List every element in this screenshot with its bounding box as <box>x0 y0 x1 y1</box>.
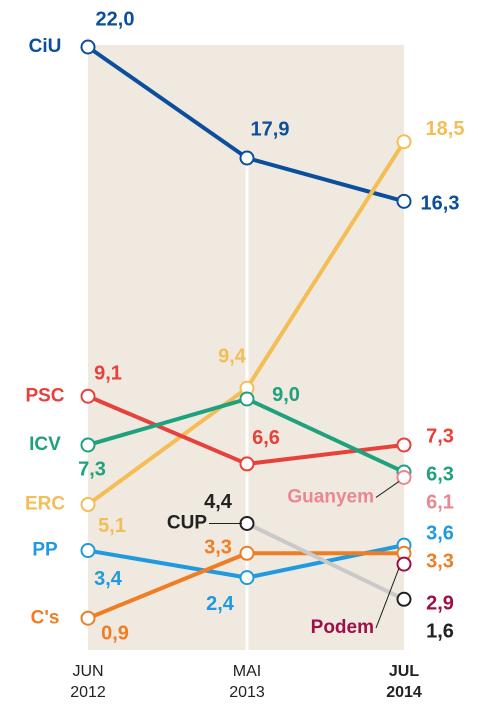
value-label: 6,6 <box>252 427 280 449</box>
value-label: 6,1 <box>426 492 454 514</box>
value-label: 17,9 <box>251 118 290 140</box>
value-label: 2,4 <box>206 593 235 615</box>
point <box>80 388 96 404</box>
value-label: 22,0 <box>96 8 135 30</box>
point <box>396 134 412 150</box>
point <box>80 437 96 453</box>
value-label: 5,1 <box>98 515 126 537</box>
point <box>239 515 255 531</box>
x-tick-label: 2012 <box>70 684 106 701</box>
value-label: 4,4 <box>204 491 233 513</box>
point <box>80 497 96 513</box>
value-label: 2,9 <box>426 592 454 614</box>
point <box>80 610 96 626</box>
point <box>239 456 255 472</box>
x-tick-label: MAI <box>233 663 261 680</box>
point <box>80 39 96 55</box>
value-label: 1,6 <box>426 621 454 643</box>
value-label: 7,3 <box>426 425 454 447</box>
point <box>396 193 412 209</box>
value-label: 6,3 <box>426 463 454 485</box>
series-name: C's <box>31 607 60 628</box>
value-label: 3,3 <box>204 537 232 559</box>
leader-line <box>375 567 400 629</box>
value-label: 3,3 <box>426 551 454 573</box>
point <box>396 556 412 572</box>
x-tick-label: JUL <box>389 663 419 680</box>
series-name: PSC <box>25 385 64 406</box>
x-tick-label: 2013 <box>229 684 265 701</box>
series-name: PP <box>32 540 58 561</box>
series-name: ERC <box>25 494 65 515</box>
value-label: 7,3 <box>78 458 106 480</box>
point <box>396 437 412 453</box>
point <box>80 543 96 559</box>
value-label: 9,0 <box>272 384 300 406</box>
point <box>396 469 412 485</box>
x-tick-label: JUN <box>72 663 103 680</box>
series-line <box>246 521 405 602</box>
value-label: 3,6 <box>426 522 454 544</box>
point <box>396 591 412 607</box>
leader-line <box>375 481 400 498</box>
series-name: Podem <box>311 617 374 638</box>
value-label: 9,4 <box>218 345 247 367</box>
point <box>239 545 255 561</box>
value-label: 0,9 <box>101 623 129 645</box>
series-name: CiU <box>29 36 62 57</box>
series-name: CUP <box>167 512 207 533</box>
value-label: 3,4 <box>94 568 123 590</box>
point <box>239 570 255 586</box>
series-name: ICV <box>29 434 61 455</box>
value-label: 9,1 <box>94 363 122 385</box>
value-label: 18,5 <box>426 118 465 140</box>
series-name: Guanyem <box>287 486 374 507</box>
value-label: 16,3 <box>421 193 460 215</box>
x-tick-label: 2014 <box>386 684 422 701</box>
point <box>239 391 255 407</box>
point <box>239 150 255 166</box>
